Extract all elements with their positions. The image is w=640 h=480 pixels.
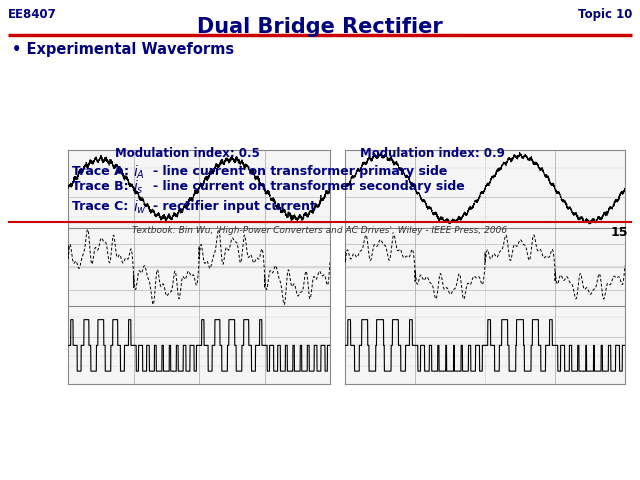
Text: $\it{i}_{w}$: $\it{i}_{w}$: [133, 199, 147, 216]
Text: Trace A:: Trace A:: [72, 165, 129, 178]
Text: Trace B:: Trace B:: [72, 180, 129, 193]
Text: - rectifier input current: - rectifier input current: [153, 200, 316, 213]
Text: Topic 10: Topic 10: [578, 8, 632, 21]
Text: Textbook: Bin Wu, 'High-Power Converters and AC Drives', Wiley - IEEE Press, 200: Textbook: Bin Wu, 'High-Power Converters…: [132, 226, 508, 235]
Text: EE8407: EE8407: [8, 8, 57, 21]
Text: Modulation index: 0.5: Modulation index: 0.5: [115, 147, 260, 160]
Text: Trace C:: Trace C:: [72, 200, 128, 213]
Text: Dual Bridge Rectifier: Dual Bridge Rectifier: [197, 17, 443, 37]
Text: - line current on transformer secondary side: - line current on transformer secondary …: [153, 180, 465, 193]
Text: 15: 15: [611, 226, 628, 239]
Text: $\it{i}_{A}$: $\it{i}_{A}$: [133, 164, 145, 181]
Text: - line current on transformer primary side: - line current on transformer primary si…: [153, 165, 447, 178]
Text: • Experimental Waveforms: • Experimental Waveforms: [12, 42, 234, 57]
Text: $\it{i}_{s}$: $\it{i}_{s}$: [133, 179, 144, 196]
Text: Modulation index: 0.9: Modulation index: 0.9: [360, 147, 505, 160]
